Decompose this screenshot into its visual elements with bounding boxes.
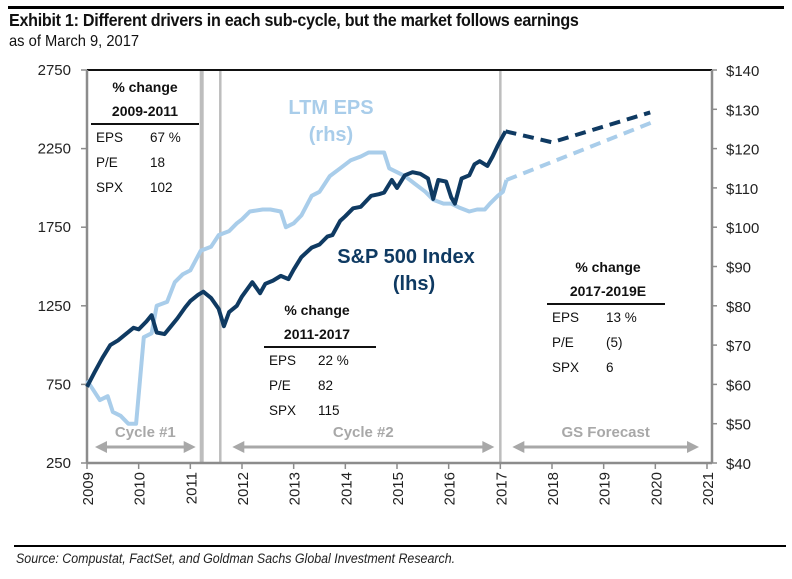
cycle-arrow-3: GS Forecast (512, 424, 699, 453)
change-table-row-value: 18 (150, 155, 165, 170)
bottom-rule (14, 545, 786, 547)
change-table-row-value: 67 % (150, 130, 181, 145)
eps-series-label: LTM EPS (288, 97, 373, 119)
eps-series-axis-label: (rhs) (309, 124, 353, 146)
change-table-row-label: EPS (552, 310, 579, 325)
change-table-row-value: (5) (606, 335, 623, 350)
change-table-row-value: 6 (606, 360, 614, 375)
change-table-row-value: 22 % (318, 353, 349, 368)
change-table-row-label: SPX (552, 360, 579, 375)
cycle-arrow-right-head (482, 441, 495, 453)
change-table-title: % change (284, 302, 350, 318)
change-table-row-label: EPS (96, 130, 123, 145)
y-right-tick-label: $130 (726, 102, 759, 119)
y-left-tick-label: 250 (46, 455, 71, 472)
change-table-row-label: P/E (552, 335, 574, 350)
y-right-tick-label: $60 (726, 377, 751, 394)
cycle-arrow-left-head (512, 441, 525, 453)
change-table-1: % change 2009-2011 EPS 67 % P/E 18 SPX 102 (91, 79, 199, 195)
x-tick-label: 2020 (648, 472, 665, 505)
y-right-tick-label: $70 (726, 338, 751, 355)
change-table-period: 2011-2017 (284, 326, 350, 342)
cycle-label: Cycle #1 (115, 424, 176, 441)
change-table-row-label: SPX (269, 403, 296, 418)
x-tick-label: 2012 (235, 472, 252, 505)
cycle-arrow-right-head (183, 441, 196, 453)
x-tick-label: 2019 (597, 472, 614, 505)
change-table-3: % change 2017-2019E EPS 13 % P/E (5) SPX 6 (547, 259, 665, 375)
cycle-arrow-left-head (232, 441, 245, 453)
cycle-label: Cycle #2 (333, 424, 394, 441)
eps-line (85, 150, 509, 426)
x-tick-label: 2011 (183, 472, 200, 504)
y-right-tick-label: $110 (726, 181, 758, 198)
y-left-tick-label: 1750 (38, 219, 71, 236)
x-tick-label: 2014 (338, 472, 355, 505)
period-dividers (199, 70, 502, 463)
y-right-tick-label: $80 (726, 299, 751, 316)
y-right-tick-label: $120 (726, 142, 759, 159)
cycle-arrow-1: Cycle #1 (95, 424, 196, 453)
spx-forecast-line (505, 110, 651, 145)
change-table-title: % change (575, 259, 641, 275)
y-right-tick-label: $50 (726, 417, 751, 434)
change-table-row-label: EPS (269, 353, 296, 368)
change-table-row-value: 102 (150, 180, 173, 195)
change-table-row-value: 115 (318, 403, 340, 418)
x-tick-label: 2021 (700, 472, 717, 505)
x-tick-label: 2016 (442, 472, 459, 505)
change-table-row-label: P/E (269, 378, 291, 393)
spx-series-axis-label: (lhs) (393, 273, 435, 295)
change-table-period: 2017-2019E (570, 283, 646, 299)
change-table-row-value: 82 (318, 378, 333, 393)
y-left-tick-label: 750 (46, 376, 71, 393)
change-table-row-label: P/E (96, 155, 118, 170)
x-tick-label: 2010 (132, 472, 149, 505)
source-note: Source: Compustat, FactSet, and Goldman … (16, 551, 456, 566)
y-left-tick-label: 1250 (38, 298, 71, 315)
top-rule (8, 6, 784, 9)
x-tick-label: 2017 (493, 472, 510, 505)
cycle-arrows: Cycle #1 Cycle #2 GS Forecast (95, 424, 699, 453)
x-tick-label: 2018 (545, 472, 562, 505)
change-table-title: % change (112, 79, 178, 95)
change-table-row-value: 13 % (606, 310, 637, 325)
eps-forecast-line (505, 119, 657, 182)
cycle-arrow-2: Cycle #2 (232, 424, 495, 453)
series-lines (85, 110, 657, 426)
cycle-label: GS Forecast (561, 424, 649, 441)
y-left-tick-label: 2750 (38, 62, 71, 79)
chart-subtitle: as of March 9, 2017 (9, 33, 140, 50)
spx-line (85, 130, 508, 388)
y-left-tick-label: 2250 (38, 141, 71, 158)
change-table-2: % change 2011-2017 EPS 22 % P/E 82 SPX 115 (264, 302, 376, 418)
y-right-tick-label: $100 (726, 220, 759, 237)
x-tick-label: 2015 (390, 472, 407, 505)
spx-series-label: S&P 500 Index (337, 246, 474, 268)
y-right-tick-label: $140 (726, 63, 759, 80)
cycle-arrow-left-head (95, 441, 107, 453)
cycle-arrow-right-head (687, 441, 699, 453)
y-right-tick-label: $40 (726, 456, 751, 473)
axes: 2750 2250 1750 1250 750 250 $140 $130 $120 $110 $1… (38, 62, 760, 505)
chart-title: Exhibit 1: Different drivers in each sub… (9, 10, 579, 30)
y-right-tick-label: $90 (726, 260, 751, 277)
x-tick-label: 2013 (287, 472, 304, 505)
change-table-period: 2009-2011 (112, 103, 178, 119)
x-tick-label: 2009 (80, 472, 97, 505)
change-table-row-label: SPX (96, 180, 123, 195)
